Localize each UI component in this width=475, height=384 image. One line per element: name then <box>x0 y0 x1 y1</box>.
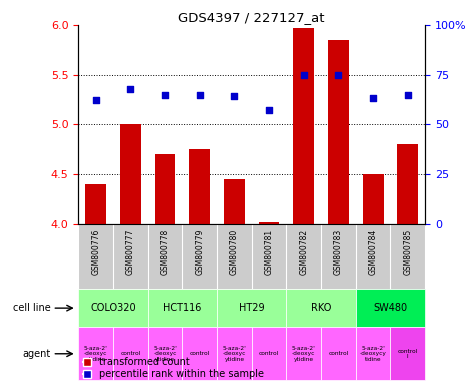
Text: SW480: SW480 <box>373 303 408 313</box>
Text: COLO320: COLO320 <box>90 303 136 313</box>
Bar <box>286 328 321 380</box>
Point <box>92 98 100 104</box>
Text: 5-aza-2'
-deoxyc
ytidine: 5-aza-2' -deoxyc ytidine <box>84 346 108 362</box>
Text: 5-aza-2'
-deoxyc
ytidine: 5-aza-2' -deoxyc ytidine <box>222 346 247 362</box>
Point <box>300 71 308 78</box>
Bar <box>217 328 252 380</box>
Point <box>196 91 204 98</box>
Bar <box>190 149 210 223</box>
Bar <box>113 328 148 380</box>
Point <box>334 71 342 78</box>
Text: GSM800778: GSM800778 <box>161 229 170 275</box>
Text: GSM800780: GSM800780 <box>230 229 239 275</box>
Text: 5-aza-2'
-deoxyc
ytidine: 5-aza-2' -deoxyc ytidine <box>153 346 177 362</box>
Text: HCT116: HCT116 <box>163 303 201 313</box>
Point <box>231 93 238 99</box>
Bar <box>78 289 148 328</box>
Bar <box>356 289 425 328</box>
Bar <box>78 328 113 380</box>
Point <box>370 95 377 101</box>
Bar <box>363 174 383 223</box>
Text: GSM800781: GSM800781 <box>265 229 274 275</box>
Bar <box>398 144 418 223</box>
Bar <box>182 328 217 380</box>
Bar <box>356 328 390 380</box>
Text: cell line: cell line <box>13 303 51 313</box>
Text: 5-aza-2'
-deoxyc
ytidine: 5-aza-2' -deoxyc ytidine <box>292 346 316 362</box>
Text: control: control <box>259 351 279 356</box>
Point <box>265 108 273 114</box>
Point <box>126 86 134 92</box>
Text: GSM800776: GSM800776 <box>91 229 100 275</box>
Legend: transformed count, percentile rank within the sample: transformed count, percentile rank withi… <box>83 357 264 379</box>
Text: control: control <box>328 351 349 356</box>
Bar <box>286 289 356 328</box>
Point <box>161 91 169 98</box>
Bar <box>148 289 217 328</box>
Bar <box>259 222 279 223</box>
Bar <box>86 184 106 223</box>
Text: 5-aza-2'
-deoxycy
tidine: 5-aza-2' -deoxycy tidine <box>360 346 387 362</box>
Text: GSM800783: GSM800783 <box>334 229 343 275</box>
Title: GDS4397 / 227127_at: GDS4397 / 227127_at <box>179 11 325 24</box>
Text: GSM800785: GSM800785 <box>403 229 412 275</box>
Point <box>404 91 411 98</box>
Bar <box>252 328 286 380</box>
Bar <box>328 40 349 223</box>
Text: control: control <box>190 351 210 356</box>
Bar <box>120 124 141 223</box>
Text: GSM800779: GSM800779 <box>195 229 204 275</box>
Bar <box>148 328 182 380</box>
Bar <box>294 28 314 223</box>
Bar <box>217 289 286 328</box>
Text: control: control <box>120 351 141 356</box>
Text: GSM800777: GSM800777 <box>126 229 135 275</box>
Bar <box>224 179 245 223</box>
Text: GSM800784: GSM800784 <box>369 229 378 275</box>
Text: RKO: RKO <box>311 303 331 313</box>
Text: HT29: HT29 <box>239 303 265 313</box>
Text: GSM800782: GSM800782 <box>299 229 308 275</box>
Text: control
l: control l <box>398 349 418 359</box>
Bar <box>390 328 425 380</box>
Bar <box>155 154 175 223</box>
Bar <box>321 328 356 380</box>
Text: agent: agent <box>22 349 51 359</box>
